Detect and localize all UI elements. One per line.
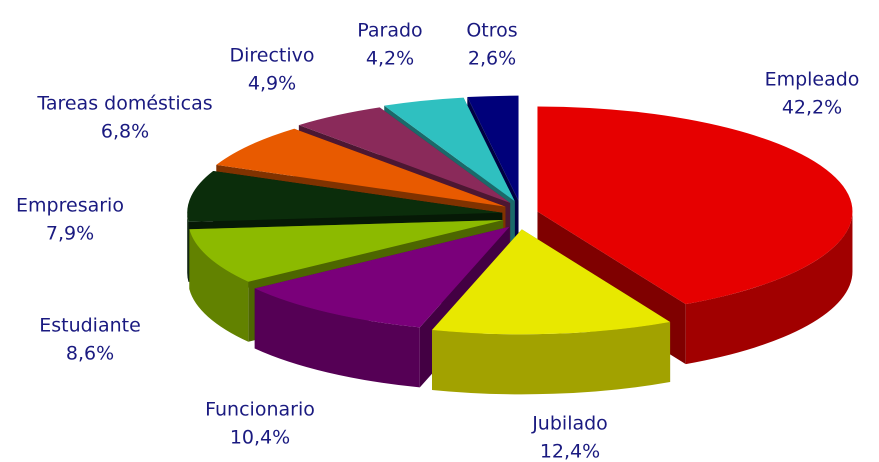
slice-label: Jubilado <box>531 413 608 435</box>
slice-value-label: 42,2% <box>782 97 842 119</box>
slice <box>467 95 519 201</box>
slice-label: Directivo <box>229 45 314 67</box>
slice-wall <box>187 212 189 282</box>
slice-wall <box>189 229 249 342</box>
slice-label: Estudiante <box>39 315 141 337</box>
slice-value-label: 4,2% <box>366 48 414 70</box>
slice <box>384 97 515 202</box>
slice-label: Tareas domésticas <box>36 93 212 115</box>
slice-value-label: 4,9% <box>248 73 296 95</box>
slice <box>254 226 510 328</box>
slice <box>189 220 504 282</box>
slice-value-label: 12,4% <box>540 441 600 462</box>
slice <box>298 107 511 203</box>
slice <box>216 128 506 207</box>
slice-value-label: 10,4% <box>230 427 290 449</box>
slice <box>537 106 853 305</box>
slice-label: Funcionario <box>205 399 315 421</box>
slice-value-label: 7,9% <box>46 223 94 245</box>
slice-value-label: 2,6% <box>468 48 516 70</box>
slice-wall <box>432 321 671 395</box>
slice-label: Otros <box>466 20 517 42</box>
slice <box>432 229 671 335</box>
slice-wall <box>685 211 853 365</box>
slice-wall <box>254 288 420 388</box>
slice <box>187 171 503 222</box>
slice-label: Empresario <box>16 195 124 217</box>
slice-value-label: 6,8% <box>101 121 149 143</box>
slice-value-label: 8,6% <box>66 343 114 365</box>
slice-label: Empleado <box>765 69 860 91</box>
slice-label: Parado <box>357 20 422 42</box>
